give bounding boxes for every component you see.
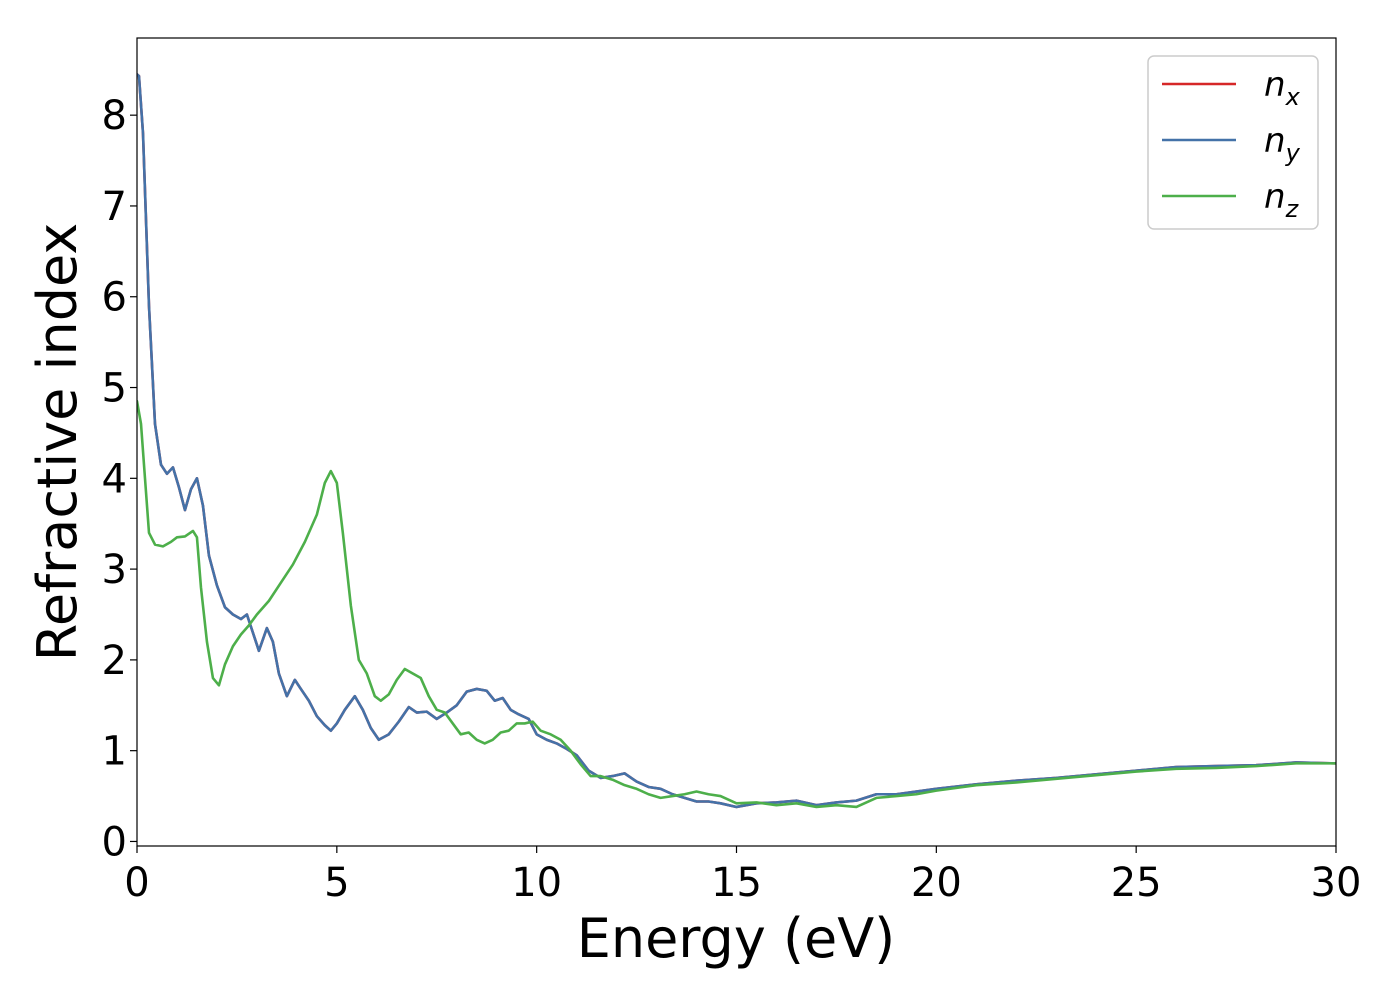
y-tick-label: 2 [102,638,127,684]
legend-label-base: n [1264,65,1286,105]
series-line-ny [137,73,1336,809]
series-layer [137,73,1336,809]
y-axis-ticks: 0 1 2 3 4 5 6 7 8 [102,93,137,865]
x-tick-label: 20 [911,860,962,906]
y-tick-label: 4 [102,456,127,502]
legend-label-subscript: x [1285,83,1301,111]
x-tick-label: 15 [711,860,762,906]
x-tick-label: 5 [324,860,349,906]
y-tick-label: 8 [102,93,127,139]
legend-label-subscript: z [1285,195,1300,223]
series-line-nz [137,399,1336,809]
x-tick-label: 0 [124,860,149,906]
y-tick-label: 5 [102,366,127,412]
x-axis-label: Energy (eV) [577,907,896,970]
plot-area: 0 5 10 15 20 25 30 0 1 2 3 4 5 6 7 8 [102,37,1361,906]
legend-box [1147,55,1319,230]
legend-label-nx: nx [1264,65,1301,111]
legend-label-base: n [1264,121,1286,161]
y-tick-label: 3 [102,547,127,593]
y-axis-label: Refractive index [26,223,89,662]
x-tick-label: 30 [1311,860,1362,906]
y-tick-label: 7 [102,184,127,230]
x-axis-ticks: 0 5 10 15 20 25 30 [124,846,1361,906]
y-tick-label: 1 [102,729,127,775]
y-tick-label: 6 [102,275,127,321]
y-tick-label: 0 [102,819,127,865]
x-tick-label: 25 [1111,860,1162,906]
legend-label-base: n [1264,177,1286,217]
legend-label-ny: ny [1264,121,1301,167]
legend-label-subscript: y [1285,139,1301,167]
x-tick-label: 10 [511,860,562,906]
legend-label-nz: nz [1264,177,1300,223]
